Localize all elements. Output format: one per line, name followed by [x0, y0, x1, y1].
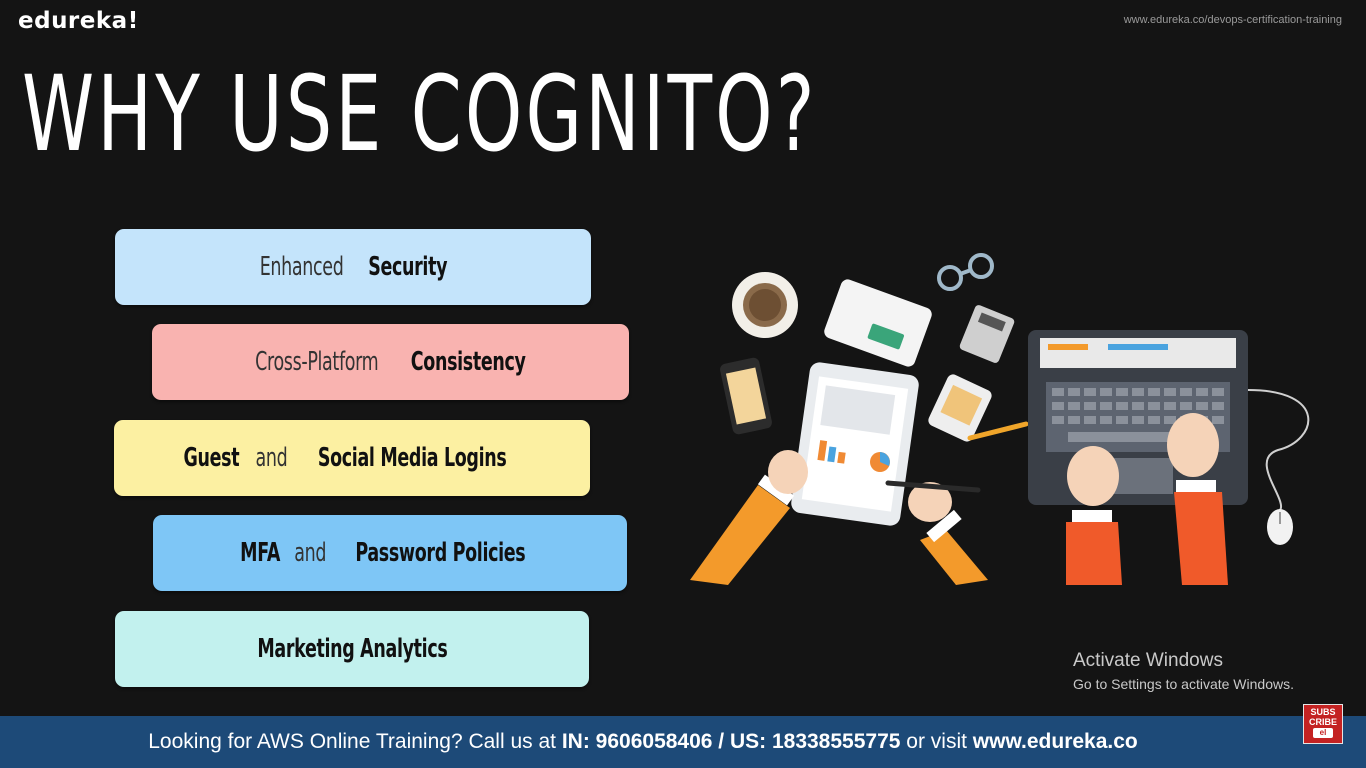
feature-guest-social-logins: Guest and Social Media Logins	[114, 420, 590, 496]
typing-hands-icon	[1066, 413, 1228, 585]
coffee-cup-icon	[732, 272, 798, 338]
laptop-icon	[1028, 330, 1248, 505]
footer-site-link[interactable]: www.edureka.co	[972, 730, 1138, 753]
mouse-icon	[1247, 389, 1310, 545]
feature-bold-text: MFA	[240, 538, 281, 568]
left-arm-icon	[690, 450, 808, 585]
footer-text: Looking for AWS Online Training? Call us…	[148, 730, 1138, 754]
subscribe-button[interactable]: SUBS CRIBE el	[1303, 704, 1343, 744]
footer-mid: or visit	[900, 730, 973, 753]
subscribe-line1: SUBS	[1310, 707, 1336, 717]
device-icon	[928, 374, 992, 442]
feature-marketing-analytics: Marketing Analytics	[115, 611, 589, 687]
right-arm-icon	[885, 480, 988, 585]
subscribe-line2: CRIBE	[1308, 717, 1337, 727]
desk-illustration	[690, 253, 1310, 585]
calculator-icon	[959, 305, 1015, 363]
windows-activation-watermark: Activate Windows Go to Settings to activ…	[1073, 650, 1294, 692]
activate-subtitle: Go to Settings to activate Windows.	[1073, 676, 1294, 692]
feature-bold-text: Social Media Logins	[317, 443, 507, 473]
feature-bold-text: Marketing Analytics	[256, 634, 448, 664]
footer-banner: Looking for AWS Online Training? Call us…	[0, 716, 1366, 768]
feature-bold-text: Password Policies	[355, 538, 526, 568]
slide-title: WHY USE COGNITO?	[22, 53, 818, 175]
feature-bold-text: Security	[367, 252, 447, 282]
subscribe-line3: el	[1313, 728, 1333, 738]
feature-bold-text: Consistency	[411, 347, 527, 377]
card-icon	[824, 279, 932, 367]
footer-phone-numbers: IN: 9606058406 / US: 18338555775	[561, 730, 901, 753]
feature-bold-text: Guest	[183, 443, 239, 473]
feature-light-text: Enhanced	[259, 252, 344, 282]
pencil-icon	[967, 421, 1029, 441]
feature-light-text: and	[294, 538, 327, 568]
tablet-icon	[791, 362, 919, 526]
activate-title: Activate Windows	[1073, 650, 1223, 671]
feature-light-text: Cross-Platform	[255, 347, 380, 377]
phone-icon	[720, 357, 772, 435]
footer-prefix: Looking for AWS Online Training? Call us…	[148, 730, 562, 753]
feature-mfa-password: MFA and Password Policies	[153, 515, 627, 591]
edureka-logo: edureka!	[18, 8, 139, 34]
course-url: www.edureka.co/devops-certification-trai…	[1123, 14, 1342, 26]
feature-enhanced-security: Enhanced Security	[115, 229, 591, 305]
feature-cross-platform: Cross-Platform Consistency	[152, 324, 629, 400]
feature-light-text: and	[255, 443, 287, 473]
glasses-icon	[937, 253, 994, 291]
